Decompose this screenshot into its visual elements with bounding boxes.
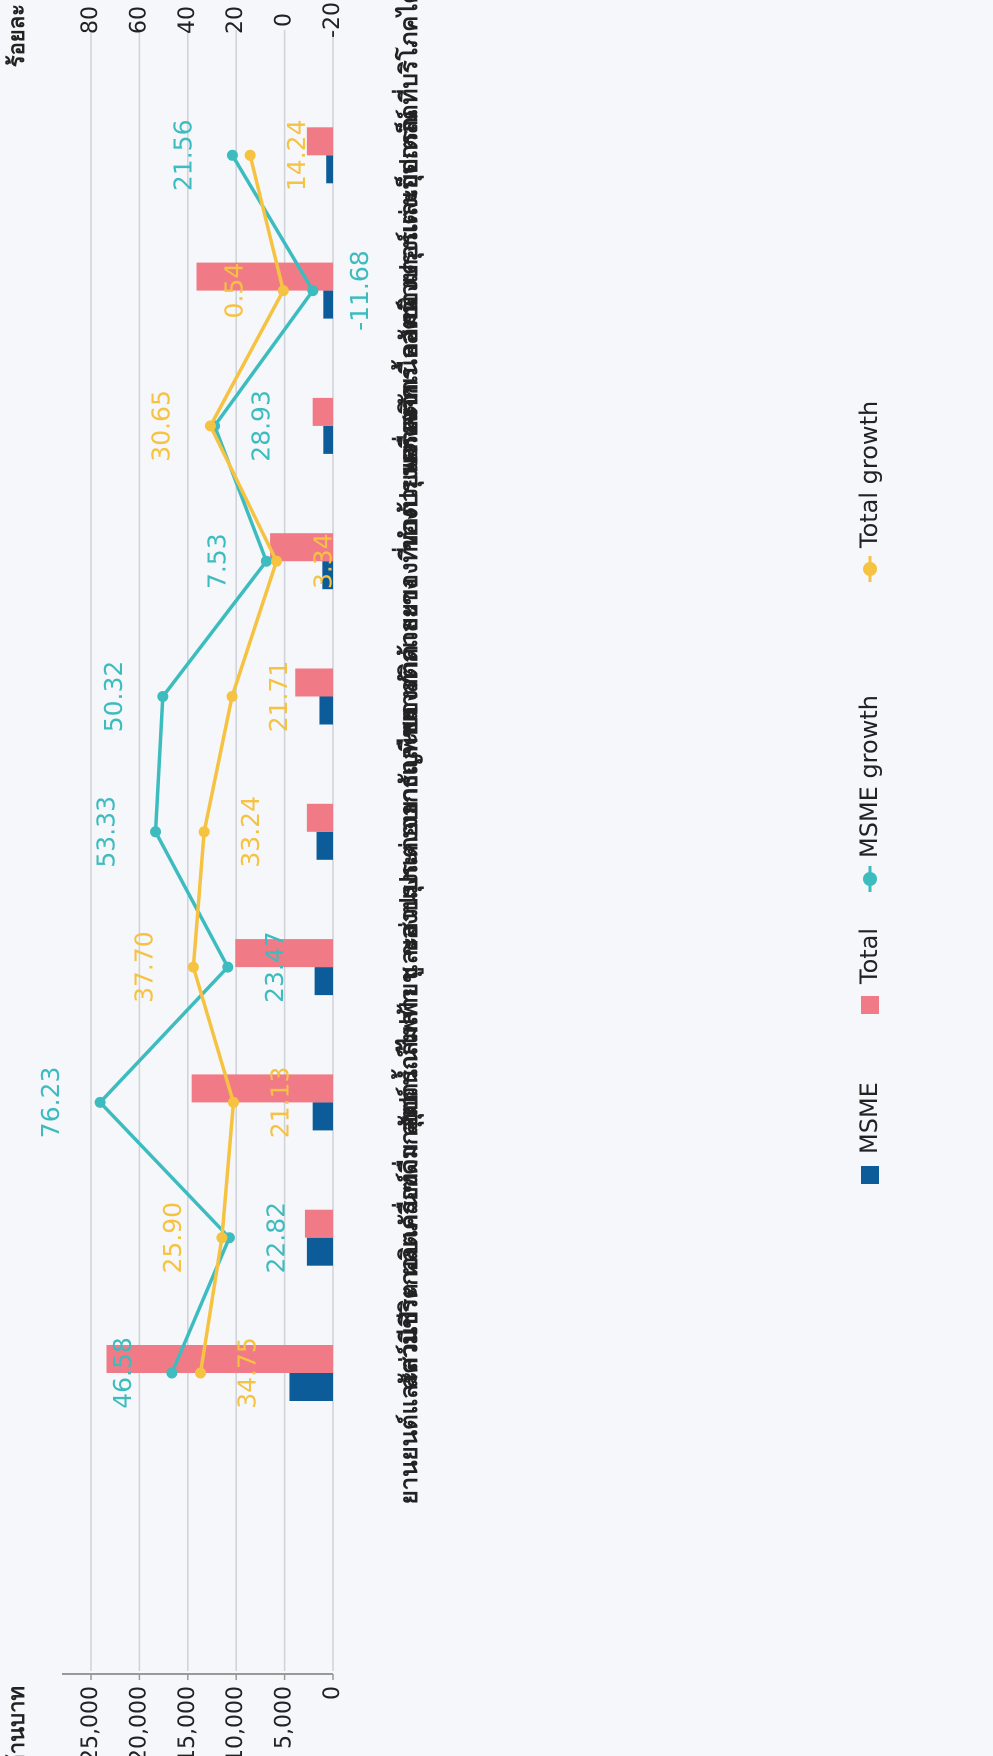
data-label: 21.56	[168, 120, 197, 192]
bar	[326, 155, 333, 184]
y2-axis-title: ร้อยละ	[5, 4, 30, 67]
bar	[306, 1237, 334, 1266]
marker	[216, 1232, 228, 1244]
bar	[235, 939, 333, 968]
data-label: -11.68	[345, 250, 374, 331]
line	[191, 154, 286, 1374]
y-tick-label: 20,000	[126, 1686, 151, 1756]
marker	[277, 285, 289, 297]
category-label: ของปรุงแต่งจากธัญพืชฯ	[395, 708, 425, 956]
data-label: 23.47	[260, 931, 289, 1003]
bar	[191, 1074, 333, 1103]
category-label: เครื่องจักร คอมพิวเตอร์และอุปกรณ์	[391, 109, 425, 471]
y-tick-label: 5,000	[272, 1686, 297, 1749]
y2-tick-label: 80	[78, 6, 103, 34]
marker	[271, 555, 283, 567]
data-label: 7.53	[202, 533, 231, 589]
bar	[106, 1345, 333, 1373]
bar	[306, 803, 334, 832]
line	[97, 154, 315, 1374]
marker	[150, 826, 162, 838]
bar	[295, 668, 333, 697]
bar	[323, 290, 334, 319]
marker	[260, 555, 272, 567]
data-label: 46.58	[108, 1337, 137, 1409]
marker	[94, 1096, 106, 1108]
data-label: 25.90	[158, 1202, 187, 1274]
bar	[316, 831, 334, 860]
bar	[270, 533, 333, 562]
marker	[187, 961, 199, 973]
data-label: 34.75	[233, 1337, 262, 1409]
category-label: เครื่องดื่ม สุรา น้ำส้มสายชู	[390, 967, 425, 1238]
marker	[244, 149, 256, 161]
legend-label: MSME growth	[855, 695, 883, 858]
data-label: 76.23	[36, 1067, 65, 1139]
category-label: ของปรุงแต่งเบ็ดเตล็ดที่บริโภคได้	[391, 0, 425, 323]
y-tick-label: 25,000	[78, 1686, 103, 1756]
data-label: 37.70	[129, 931, 158, 1003]
category-label: อุปกรณ์ไฟฟ้า และส่วนประกอบ	[394, 807, 425, 1127]
marker	[204, 420, 216, 432]
marker	[198, 826, 210, 838]
marker	[226, 149, 238, 161]
data-label: 3.34	[309, 533, 338, 589]
y2-tick-label: 0	[272, 13, 297, 27]
bar	[319, 696, 333, 725]
data-label: 14.24	[282, 120, 311, 192]
legend-swatch	[861, 996, 879, 1014]
legend-swatch	[863, 562, 877, 576]
bar	[304, 1209, 334, 1238]
bar	[314, 967, 334, 996]
y-tick-label: 0	[320, 1686, 345, 1700]
data-label: 28.93	[247, 390, 276, 462]
chart-body: ล้านบาท ร้อยละ -20 0 20 40 60 80 0 5,000 10,000 1…	[5, 0, 883, 1756]
legend-label: MSME	[855, 1082, 883, 1154]
bar	[323, 425, 334, 454]
marker	[157, 691, 169, 702]
y-tick-label: 15,000	[175, 1686, 200, 1756]
legend-label: Total growth	[855, 401, 883, 549]
category-label: ของปรุงแต่งจากเนื้อสัตว์	[390, 301, 425, 551]
category-label: สัตว์มีชีวิต ผลิตภัณฑ์จากสัตว์	[395, 1087, 423, 1388]
y2-tick-label: 40	[175, 6, 200, 34]
data-label: 0.54	[219, 263, 248, 319]
bar	[289, 1373, 334, 1401]
data-label: 50.32	[99, 661, 128, 733]
bar	[312, 397, 333, 426]
marker	[222, 961, 234, 973]
marker	[227, 1096, 239, 1108]
data-label: 22.82	[261, 1202, 290, 1274]
data-label: 53.33	[92, 796, 121, 868]
legend-label: Total	[855, 928, 883, 985]
legend-swatch	[861, 1166, 879, 1184]
y-tick-label: 10,000	[223, 1686, 248, 1756]
legend-swatch	[863, 872, 877, 886]
data-label: 21.13	[265, 1067, 294, 1139]
marker	[166, 1367, 178, 1379]
data-label: 33.24	[236, 796, 265, 868]
bar	[312, 1102, 333, 1131]
category-label: ยานยนต์และส่วนประกอบ	[395, 1242, 423, 1505]
marker	[226, 691, 238, 702]
data-label: 21.71	[264, 661, 293, 733]
category-label: พลาสติกและของที่ทำด้วยพลาสติก	[391, 386, 423, 737]
y2-tick-label: 20	[223, 6, 248, 34]
category-label: ยางและของทำด้วยยาง	[395, 578, 423, 815]
marker	[195, 1367, 207, 1379]
bar	[322, 561, 333, 590]
data-label: 30.65	[146, 390, 175, 462]
bar	[306, 127, 334, 156]
y2-tick-label: -20	[320, 2, 345, 38]
y2-tick-label: 60	[126, 6, 151, 34]
y-axis-title: ล้านบาท	[5, 1686, 30, 1756]
marker	[307, 285, 319, 297]
